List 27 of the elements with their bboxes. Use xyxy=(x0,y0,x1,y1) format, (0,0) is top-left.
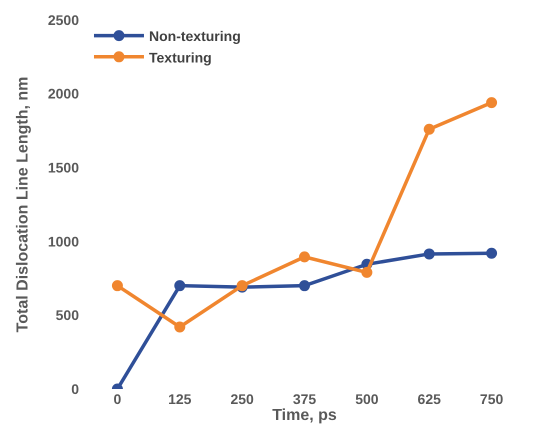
x-tick-label: 750 xyxy=(480,391,504,407)
y-tick-label: 500 xyxy=(56,307,80,324)
y-tick-label: 1500 xyxy=(48,160,80,176)
y-axis-title: Total Dislocation Line Length, nm xyxy=(14,76,32,332)
x-tick-label: 0 xyxy=(114,391,122,407)
point xyxy=(424,124,435,135)
point xyxy=(486,248,498,259)
y-tick-label: 1000 xyxy=(48,233,80,250)
x-axis-title: Time, ps xyxy=(272,407,337,424)
y-tick-label: 2500 xyxy=(48,12,80,28)
point xyxy=(424,248,435,260)
point xyxy=(174,280,186,292)
point xyxy=(174,322,186,333)
y-tick-label: 2000 xyxy=(48,86,80,102)
x-tick-label: 375 xyxy=(292,391,316,407)
legend-label: Texturing xyxy=(148,49,212,66)
point xyxy=(299,280,310,292)
point xyxy=(112,280,123,292)
point xyxy=(486,97,498,108)
x-tick-label: 125 xyxy=(168,391,192,407)
point xyxy=(361,266,372,278)
legend-label: Non-texturing xyxy=(148,28,241,44)
y-tick-label: 0 xyxy=(71,380,80,397)
x-tick-label: 250 xyxy=(230,391,254,407)
point xyxy=(299,251,310,262)
x-tick-label: 500 xyxy=(355,391,379,407)
x-tick-label: 625 xyxy=(418,391,442,407)
